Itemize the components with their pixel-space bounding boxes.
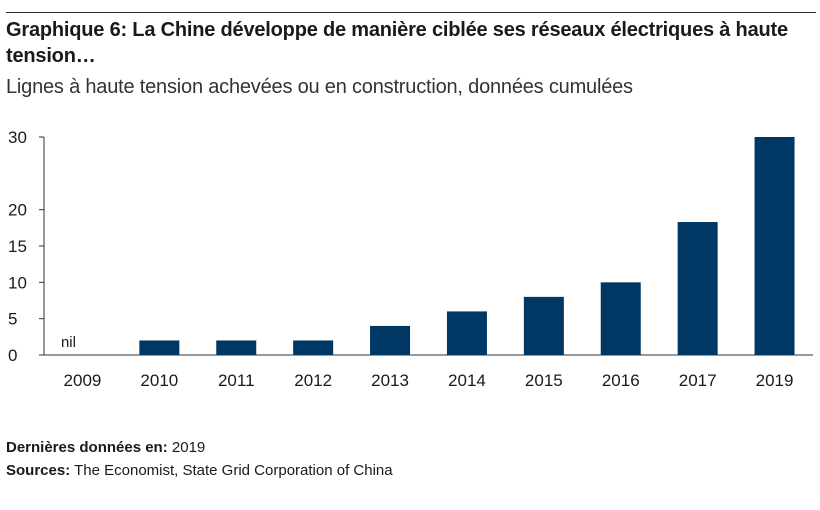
bar-2015 (523, 296, 564, 355)
bar-2017 (677, 222, 718, 355)
x-axis: 2009 2010 2011 2012 2013 2014 2015 2016 2017 2019 (44, 354, 813, 390)
y-tick-label: 5 (8, 310, 17, 329)
bar-2016 (600, 282, 641, 355)
bar-annotations: nil (61, 334, 76, 351)
bar-2019 (754, 137, 795, 355)
x-tick-label: 2017 (679, 371, 717, 390)
y-tick-label: 0 (8, 346, 17, 365)
x-tick-label: 2019 (756, 371, 794, 390)
x-tick-label: 2010 (140, 371, 178, 390)
footer-latest-data: Dernières données en: 2019 (6, 438, 205, 458)
x-tick-label: 2012 (294, 371, 332, 390)
y-tick-label: 20 (8, 201, 27, 220)
bar-2013 (370, 325, 411, 355)
sources-label: Sources: (6, 462, 71, 479)
chart-subtitle: Lignes à haute tension achevées ou en co… (6, 76, 633, 98)
bar-2014 (446, 311, 487, 355)
bar-2011 (216, 340, 257, 355)
x-tick-label: 2014 (448, 371, 486, 390)
y-tick-label: 10 (8, 273, 27, 292)
top-rule (6, 12, 816, 13)
x-tick-label: 2016 (602, 371, 640, 390)
x-tick-label: 2015 (525, 371, 563, 390)
bar-annotation: nil (61, 334, 76, 351)
chart-title: Graphique 6: La Chine développe de maniè… (6, 19, 788, 67)
bar-2010 (139, 340, 180, 355)
x-tick-label: 2009 (64, 371, 102, 390)
x-tick-label: 2011 (218, 371, 255, 390)
y-axis: 0 5 10 15 20 30 (8, 128, 45, 365)
bar-2012 (293, 340, 334, 355)
latest-data-label: Dernières données en: (6, 439, 168, 456)
sources-value: The Economist, State Grid Corporation of… (74, 462, 393, 479)
latest-data-value: 2019 (171, 439, 206, 456)
y-tick-label: 15 (8, 237, 27, 256)
y-tick-label: 30 (8, 128, 27, 147)
bars (139, 137, 795, 355)
footer-sources: Sources: The Economist, State Grid Corpo… (6, 461, 393, 481)
x-tick-label: 2013 (371, 371, 409, 390)
